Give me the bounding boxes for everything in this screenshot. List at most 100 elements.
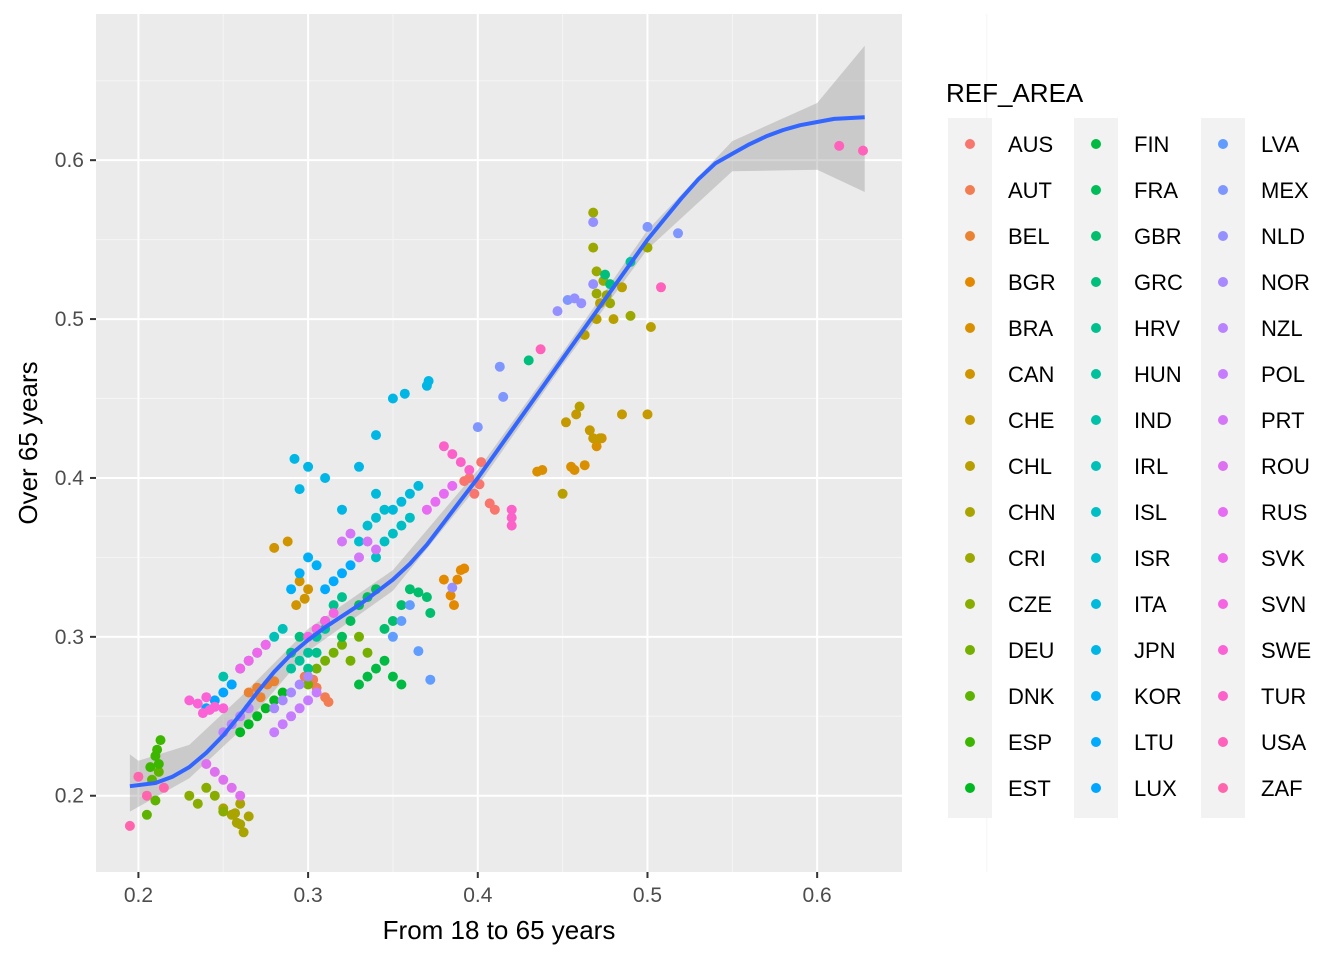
point-esp (152, 744, 163, 755)
point-est (235, 727, 246, 738)
point-che (617, 409, 627, 420)
point-kor (286, 584, 297, 595)
point-rou (201, 759, 212, 769)
point-pol (269, 727, 280, 738)
legend-key-chl (965, 461, 975, 471)
point-fin (379, 655, 390, 666)
legend-key-hrv (1091, 323, 1101, 333)
point-pol (277, 719, 288, 730)
point-rou (209, 766, 220, 777)
point-nor (294, 679, 305, 690)
point-jpn (387, 393, 398, 404)
point-grc (294, 631, 305, 642)
legend-label-ind: IND (1134, 408, 1172, 433)
legend-key-cri (965, 553, 975, 563)
point-bra (537, 465, 548, 475)
point-mex (498, 391, 509, 402)
point-svk (235, 663, 246, 674)
point-tur (506, 520, 517, 531)
point-isl (371, 552, 381, 563)
point-zaf (133, 771, 144, 782)
point-nld (447, 582, 458, 593)
point-nld (576, 298, 587, 309)
point-ita (413, 480, 424, 491)
point-dnk (153, 766, 164, 777)
point-fin (387, 671, 398, 682)
legend-label-isr: ISR (1134, 546, 1171, 571)
point-cri (591, 288, 602, 299)
point-cze (192, 798, 203, 809)
point-nor (303, 671, 314, 682)
legend-label-isl: ISL (1134, 500, 1167, 525)
point-lva (425, 674, 436, 685)
legend-label-bra: BRA (1008, 316, 1054, 341)
point-rus (447, 480, 458, 491)
point-chl (645, 322, 656, 332)
point-pol (286, 711, 297, 722)
legend-key-usa (1218, 737, 1228, 747)
point-bgr (459, 563, 470, 574)
point-cri (591, 266, 602, 277)
point-tur (506, 512, 517, 523)
point-swe (204, 704, 215, 715)
legend-key-bel (965, 231, 975, 241)
point-jpn (337, 504, 347, 515)
point-gbr (421, 592, 432, 603)
point-chn (238, 827, 249, 838)
point-cri (605, 298, 616, 309)
point-jpn (399, 388, 410, 399)
point-mex (494, 361, 505, 372)
point-deu (320, 655, 331, 666)
point-rus (430, 496, 441, 507)
legend-key-isl (1091, 507, 1101, 517)
point-prt (371, 544, 381, 555)
point-bgr (445, 590, 456, 601)
point-swe (184, 695, 195, 706)
point-fin (362, 671, 373, 682)
point-gbr (413, 587, 424, 598)
point-deu (328, 647, 339, 658)
point-bgr (438, 574, 449, 585)
point-ita (387, 504, 398, 515)
point-kor (311, 560, 322, 571)
point-can (299, 593, 310, 604)
point-cze (218, 806, 229, 817)
point-esp (153, 759, 164, 769)
point-bgr (449, 600, 459, 611)
y-tick-label: 0.4 (55, 467, 85, 490)
legend-label-fra: FRA (1134, 178, 1178, 203)
point-jpn (354, 461, 364, 472)
point-chn (243, 811, 254, 822)
point-lva (413, 646, 424, 657)
legend-key-ita (1091, 599, 1101, 609)
point-usa (834, 140, 845, 151)
legend-key-nor (1218, 277, 1228, 287)
point-zaf (141, 790, 152, 801)
point-ita (371, 488, 381, 499)
legend-label-chl: CHL (1008, 454, 1052, 479)
point-gbr (425, 608, 436, 618)
point-ind (218, 671, 229, 682)
legend-label-aus: AUS (1008, 132, 1053, 157)
point-deu (345, 655, 356, 666)
point-kor (303, 552, 314, 563)
point-fin (371, 663, 381, 674)
point-nld (552, 306, 563, 317)
data-points (124, 140, 868, 838)
point-chl (617, 282, 627, 293)
legend-key-lux (1091, 783, 1101, 793)
point-swe (192, 698, 203, 709)
legend-label-rou: ROU (1261, 454, 1310, 479)
point-bel (243, 687, 254, 698)
point-swe (201, 692, 212, 703)
trend-line-group (129, 115, 865, 789)
point-bra (579, 460, 590, 471)
point-ita (396, 496, 407, 507)
point-prt (345, 528, 356, 539)
point-ita (404, 488, 415, 499)
point-isr (362, 520, 373, 531)
point-prt (362, 536, 373, 547)
legend-label-est: EST (1008, 776, 1051, 801)
legend-label-pol: POL (1261, 362, 1305, 387)
